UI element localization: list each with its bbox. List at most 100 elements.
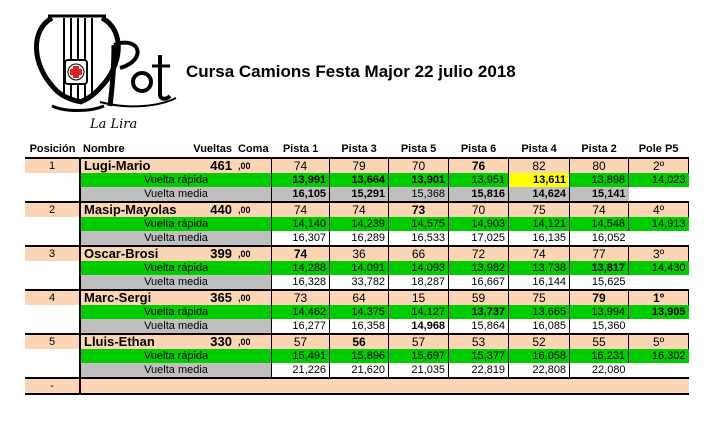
pista-laps-cell: 72 bbox=[448, 245, 509, 261]
fast-lap-time-cell: 14,288 bbox=[271, 261, 330, 275]
position-cell: 5 bbox=[25, 333, 80, 349]
driver-name-cell: Masip-Mayolas bbox=[79, 201, 184, 217]
pista-laps-cell: 79 bbox=[329, 157, 389, 173]
fast-lap-time-cell: 13,665 bbox=[508, 305, 570, 319]
avg-lap-time-cell: 16,105 bbox=[271, 187, 330, 203]
pista-laps-cell: 77 bbox=[569, 245, 629, 261]
driver-name-cell: Marc-Sergi bbox=[79, 289, 184, 305]
coma-cell: ,00 bbox=[235, 333, 272, 349]
pista-laps-cell: 56 bbox=[329, 333, 389, 349]
fast-lap-time-cell: 13,905 bbox=[628, 305, 689, 319]
avg-lap-time-cell: 16,289 bbox=[329, 231, 389, 247]
avg-lap-label: Vuelta media bbox=[79, 187, 272, 202]
fast-lap-time-cell: 14,575 bbox=[388, 217, 449, 231]
fast-lap-time-cell: 14,093 bbox=[388, 261, 449, 275]
empty-cell bbox=[271, 377, 330, 394]
driver-name-cell: Lluis-Ethan bbox=[79, 333, 184, 349]
fast-lap-time-cell: 14,239 bbox=[329, 217, 389, 231]
pista-laps-cell: 66 bbox=[388, 245, 449, 261]
rule-cell bbox=[25, 393, 689, 409]
fast-lap-row: Vuelta rápida 13,991 13,664 13,901 13,951 13,… bbox=[25, 173, 689, 187]
pista-laps-cell: 74 bbox=[271, 157, 330, 173]
avg-lap-time-cell: 22,819 bbox=[448, 363, 509, 379]
fast-lap-time-cell: 13,898 bbox=[569, 173, 629, 187]
fast-lap-label: Vuelta rápida bbox=[79, 261, 272, 275]
avg-lap-time-cell: 15,368 bbox=[388, 187, 449, 203]
fast-lap-time-cell: 13,817 bbox=[569, 261, 629, 275]
fast-lap-row: Vuelta rápida 14,140 14,239 14,575 14,903 14,… bbox=[25, 217, 689, 231]
avg-lap-label: Vuelta media bbox=[79, 363, 272, 378]
spacer-cell bbox=[628, 275, 689, 290]
avg-lap-time-cell: 15,864 bbox=[448, 319, 509, 335]
fast-lap-time-cell: 14,375 bbox=[329, 305, 389, 319]
fast-lap-time-cell: 13,737 bbox=[448, 305, 509, 319]
pista-laps-cell: 73 bbox=[271, 289, 330, 305]
empty-cell bbox=[508, 377, 570, 394]
results-table: Posición Nombre Vueltas Coma Pista 1 Pis… bbox=[25, 141, 690, 409]
header-coma: Coma bbox=[235, 141, 272, 158]
pole-cell: 4º bbox=[628, 201, 690, 217]
avg-lap-row: Vuelta media 16,277 16,358 14,968 15,864 16,0… bbox=[25, 319, 689, 335]
fast-lap-time-cell: 13,664 bbox=[329, 173, 389, 187]
avg-lap-time-cell: 22,080 bbox=[569, 363, 629, 379]
avg-lap-time-cell: 16,085 bbox=[508, 319, 570, 335]
header-pista-1: Pista 1 bbox=[271, 141, 330, 158]
avg-lap-time-cell: 21,620 bbox=[329, 363, 389, 379]
pista-laps-cell: 73 bbox=[388, 201, 449, 217]
fast-lap-label: Vuelta rápida bbox=[79, 217, 272, 231]
spacer-cell bbox=[25, 305, 80, 319]
avg-lap-time-cell: 15,141 bbox=[569, 187, 629, 203]
pista-laps-cell: 82 bbox=[508, 157, 570, 173]
logo-caption: La Lira bbox=[89, 117, 137, 132]
header-row: Posición Nombre Vueltas Coma Pista 1 Pis… bbox=[25, 141, 689, 158]
empty-cell bbox=[448, 377, 509, 394]
fast-lap-time-cell: 16,231 bbox=[569, 349, 629, 363]
fast-lap-time-cell: 14,121 bbox=[508, 217, 570, 231]
pista-laps-cell: 70 bbox=[388, 157, 449, 173]
fast-lap-time-cell: 15,896 bbox=[329, 349, 389, 363]
spacer-cell bbox=[25, 173, 80, 187]
position-cell: 3 bbox=[25, 245, 80, 261]
empty-cell bbox=[388, 377, 449, 394]
spacer-cell bbox=[25, 231, 80, 246]
pista-laps-cell: 64 bbox=[329, 289, 389, 305]
avg-lap-time-cell: 14,968 bbox=[388, 319, 449, 335]
spacer-cell bbox=[25, 275, 80, 290]
avg-lap-time-cell: 33,782 bbox=[329, 275, 389, 291]
table-bottom-rule bbox=[25, 393, 689, 409]
avg-lap-label: Vuelta media bbox=[79, 231, 272, 246]
fast-lap-time-cell: 13,991 bbox=[271, 173, 330, 187]
avg-lap-time-cell: 15,360 bbox=[569, 319, 629, 335]
avg-lap-row: Vuelta media 16,328 33,782 18,287 16,667 16,1… bbox=[25, 275, 689, 291]
fast-lap-time-cell: 14,091 bbox=[329, 261, 389, 275]
empty-cell bbox=[329, 377, 389, 394]
fast-lap-time-cell: 13,738 bbox=[508, 261, 570, 275]
avg-lap-time-cell: 16,307 bbox=[271, 231, 330, 247]
pista-laps-cell: 70 bbox=[448, 201, 509, 217]
empty-row: - bbox=[25, 377, 689, 394]
fast-lap-time-cell: 14,430 bbox=[628, 261, 689, 275]
fast-lap-row: Vuelta rápida 15,491 15,896 15,697 15,377 16,… bbox=[25, 349, 689, 363]
avg-lap-time-cell: 21,035 bbox=[388, 363, 449, 379]
avg-lap-time-cell: 15,816 bbox=[448, 187, 509, 203]
avg-lap-label: Vuelta media bbox=[79, 319, 272, 334]
result-row: 5 Lluis-Ethan 330,00 57 56 57 53 52 55 5º bbox=[25, 333, 690, 349]
laps-cell: 399 bbox=[184, 245, 235, 261]
fast-lap-row: Vuelta rápida 14,462 14,375 14,127 13,737 13,… bbox=[25, 305, 689, 319]
header-laps: Vueltas bbox=[184, 141, 235, 158]
pista-laps-cell: 75 bbox=[508, 201, 570, 217]
avg-lap-label: Vuelta media bbox=[79, 275, 272, 290]
header-position: Posición bbox=[25, 141, 80, 158]
header-pista-4: Pista 4 bbox=[508, 141, 570, 158]
spacer-cell bbox=[25, 261, 80, 275]
fast-lap-time-cell: 14,548 bbox=[569, 217, 629, 231]
fast-lap-time-cell: 14,903 bbox=[448, 217, 509, 231]
fast-lap-time-cell: 16,302 bbox=[628, 349, 689, 363]
results-body: 1 Lugi-Mario 461,00 74 79 70 76 82 80 2º Vuelta rá… bbox=[25, 157, 690, 409]
result-row: 1 Lugi-Mario 461,00 74 79 70 76 82 80 2º bbox=[25, 157, 690, 173]
spacer-cell bbox=[628, 363, 689, 378]
pista-laps-cell: 79 bbox=[569, 289, 629, 305]
header-name: Nombre bbox=[80, 141, 184, 158]
avg-lap-time-cell: 16,052 bbox=[569, 231, 629, 247]
avg-lap-time-cell: 16,328 bbox=[271, 275, 330, 291]
